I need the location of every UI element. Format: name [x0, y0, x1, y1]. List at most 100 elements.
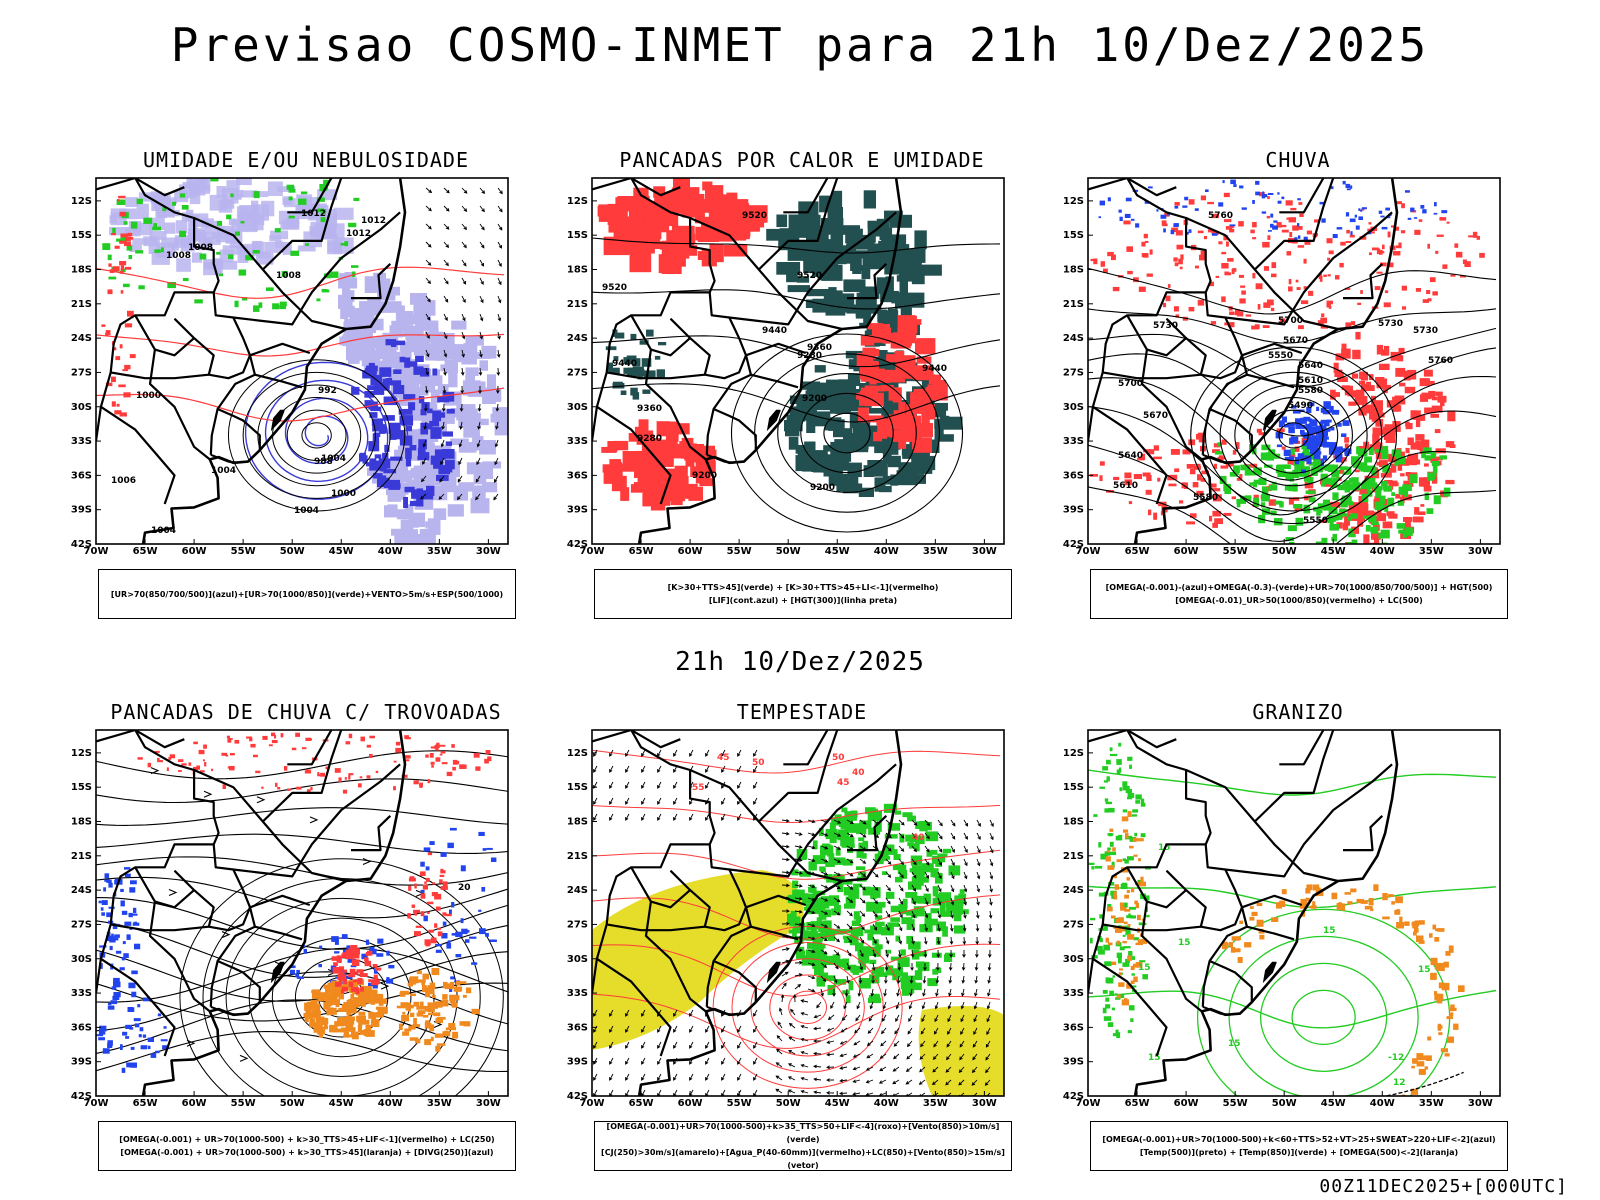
- storm-red-area: [440, 751, 446, 754]
- omega-orange-area: [1449, 1012, 1454, 1017]
- wind-850-green-area: [874, 901, 886, 908]
- wind-arrow: [497, 295, 502, 304]
- omega-orange-area: [1443, 961, 1449, 968]
- rain-red-area: [1137, 457, 1145, 461]
- wind-arrow: [781, 909, 790, 913]
- rain-green-area: [1364, 456, 1372, 463]
- lat-label: 24S: [1063, 885, 1084, 896]
- wind-arrow: [950, 819, 956, 827]
- streamline-arrow: [239, 1054, 249, 1062]
- rain-blue-area: [1323, 421, 1330, 427]
- wind-arrow: [753, 781, 758, 789]
- omega-orange-area: [1122, 829, 1129, 833]
- temp-850-green-area: [1140, 833, 1146, 838]
- storm-orange-area: [375, 1006, 382, 1010]
- field-layer: 1012101210121008100810081004100410041000…: [96, 178, 508, 544]
- rain-blue-area: [1135, 223, 1140, 228]
- wind-850-green-area: [844, 811, 858, 818]
- contour-label: 5550: [1268, 351, 1293, 361]
- storm-orange-area: [412, 1024, 421, 1027]
- wind-arrow: [820, 871, 829, 876]
- temp-850-green-area: [1106, 759, 1111, 765]
- rain-red-area: [1369, 444, 1378, 450]
- legend-line: [OMEGA(-0.001)+UR>70(1000-500)+k>35_TTS>…: [606, 1122, 1000, 1144]
- k-index-teal-area: [807, 289, 830, 297]
- lat-label: 39S: [1063, 505, 1084, 516]
- humidity-blue-area: [275, 240, 283, 248]
- wind-arrow: [689, 749, 694, 757]
- humidity-navy-area: [433, 461, 444, 469]
- rain-blue-area: [1441, 210, 1448, 214]
- wind-arrow: [911, 858, 917, 866]
- rain-blue-area: [1255, 191, 1261, 196]
- humidity-navy-area: [418, 396, 425, 404]
- omega-orange-area: [1271, 917, 1279, 922]
- wind-arrow: [859, 923, 865, 931]
- contour-label: 5610: [1113, 481, 1138, 491]
- wind-arrow: [884, 975, 888, 984]
- rain-red-area: [1375, 408, 1383, 418]
- wind-arrow: [721, 1073, 726, 1081]
- humidity-blue-area: [472, 436, 484, 451]
- rain-green-area: [1421, 451, 1426, 459]
- rain-red-area: [1213, 443, 1221, 448]
- divergence-blue-area: [489, 939, 497, 942]
- wind-850-green-area: [902, 812, 913, 818]
- wind-850-green-area: [842, 929, 854, 934]
- wind-850-green-area: [917, 835, 925, 845]
- omega-orange-area: [1112, 847, 1116, 852]
- rain-blue-area: [1307, 429, 1314, 437]
- wind-850-green-area: [801, 955, 815, 966]
- divergence-blue-area: [133, 1018, 141, 1022]
- storm-red-area: [349, 968, 356, 975]
- wind-arrow: [846, 871, 854, 877]
- omega-orange-area: [1133, 976, 1138, 983]
- unstable-red-area: [633, 187, 649, 197]
- precip-water-contour: [592, 804, 1001, 824]
- wind-arrow: [705, 781, 710, 789]
- wind-arrow: [906, 1053, 913, 1060]
- rain-red-area: [1173, 227, 1178, 232]
- wind-arrow: [820, 845, 829, 850]
- divergence-blue-area: [106, 912, 112, 918]
- temp-850-green-area: [1099, 914, 1104, 919]
- omega-orange-area: [1222, 941, 1228, 950]
- rain-red-area: [1252, 272, 1256, 279]
- humidity-navy-area: [383, 469, 397, 474]
- height-contour: [1088, 347, 1497, 437]
- contour-label: 9360: [637, 404, 662, 414]
- wind-850-green-area: [930, 908, 940, 914]
- storm-orange-area: [415, 1038, 421, 1044]
- wind-arrow: [657, 1073, 662, 1081]
- unstable-red-area: [697, 466, 707, 478]
- rain-red-area: [1288, 497, 1294, 505]
- wind-arrow: [859, 949, 864, 958]
- k-index-teal-area: [632, 358, 641, 367]
- divergence-blue-area: [120, 1044, 123, 1050]
- k-index-teal-area: [934, 418, 952, 429]
- rain-blue-area: [1124, 213, 1131, 218]
- k-index-teal-area: [805, 390, 818, 405]
- humidity-navy-area: [403, 497, 408, 508]
- temp-850-green-area: [1109, 841, 1114, 847]
- wind-850-green-area: [867, 933, 874, 941]
- storm-red-area: [446, 771, 453, 777]
- wind-arrow: [859, 871, 867, 878]
- wind-arrow: [460, 367, 465, 376]
- unstable-red-area: [610, 441, 618, 452]
- wind-arrow: [878, 1079, 887, 1084]
- rain-red-area: [1239, 474, 1243, 481]
- wind-850-green-area: [927, 978, 938, 987]
- humidity-blue-area: [132, 238, 148, 245]
- rain-red-area: [1196, 434, 1204, 440]
- rain-red-area: [1337, 377, 1348, 382]
- wind-arrow: [859, 884, 866, 891]
- wind-850-green-area: [959, 889, 965, 894]
- humidity-blue-area: [396, 509, 410, 520]
- humidity-navy-area: [413, 366, 424, 375]
- rain-blue-area: [1306, 456, 1312, 464]
- humidity-blue-area: [347, 357, 360, 364]
- humidity-navy-area: [445, 459, 455, 470]
- wind-850-green-area: [838, 816, 847, 827]
